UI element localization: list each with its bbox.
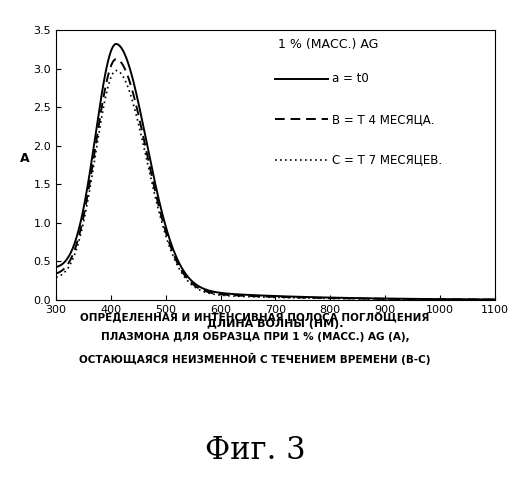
Text: B = T 4 МЕСЯЦА.: B = T 4 МЕСЯЦА. (332, 112, 434, 126)
Text: ОПРЕДЕЛЕННАЯ И ИНТЕНСИВНАЯ ПОЛОСА ПОГЛОЩЕНИЯ: ОПРЕДЕЛЕННАЯ И ИНТЕНСИВНАЯ ПОЛОСА ПОГЛОЩ… (80, 312, 429, 322)
Text: ОСТАЮЩАЯСЯ НЕИЗМЕННОЙ С ТЕЧЕНИЕМ ВРЕМЕНИ (В-С): ОСТАЮЩАЯСЯ НЕИЗМЕННОЙ С ТЕЧЕНИЕМ ВРЕМЕНИ… (79, 352, 430, 364)
X-axis label: ДЛИНА ВОЛНЫ (НМ).: ДЛИНА ВОЛНЫ (НМ). (207, 319, 343, 329)
Text: a = t0: a = t0 (332, 72, 369, 85)
Y-axis label: А: А (20, 152, 30, 165)
Text: ПЛАЗМОНА ДЛЯ ОБРАЗЦА ПРИ 1 % (МАСС.) AG (А),: ПЛАЗМОНА ДЛЯ ОБРАЗЦА ПРИ 1 % (МАСС.) AG … (100, 332, 409, 342)
Text: C = T 7 МЕСЯЦЕВ.: C = T 7 МЕСЯЦЕВ. (332, 153, 442, 166)
Text: 1 % (МАСС.) AG: 1 % (МАСС.) AG (277, 38, 378, 51)
Text: Фиг. 3: Фиг. 3 (204, 435, 305, 466)
